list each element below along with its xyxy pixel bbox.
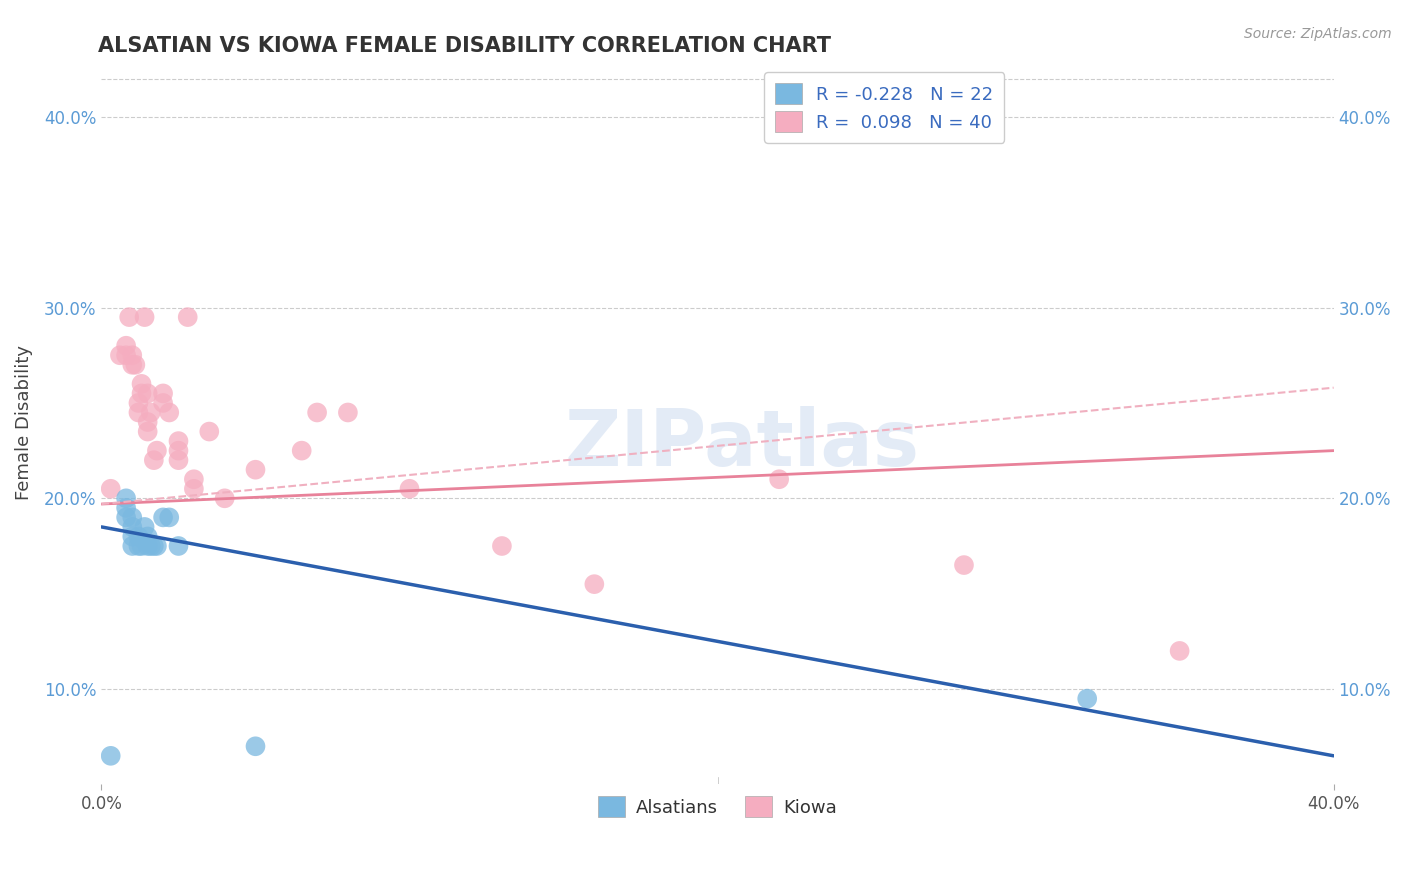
Point	[167, 453, 190, 467]
Point	[100, 748, 122, 763]
Text: Source: ZipAtlas.com: Source: ZipAtlas.com	[1244, 27, 1392, 41]
Point	[118, 310, 141, 324]
Point	[115, 500, 138, 515]
Point	[136, 386, 159, 401]
Point	[115, 348, 138, 362]
Point	[127, 396, 149, 410]
Point	[1076, 691, 1098, 706]
Point	[136, 539, 159, 553]
Legend: Alsatians, Kiowa: Alsatians, Kiowa	[589, 788, 846, 826]
Point	[291, 443, 314, 458]
Point	[121, 510, 143, 524]
Point	[139, 539, 162, 553]
Point	[768, 472, 790, 486]
Point	[115, 510, 138, 524]
Point	[127, 405, 149, 419]
Y-axis label: Female Disability: Female Disability	[15, 344, 32, 500]
Point	[183, 472, 205, 486]
Point	[167, 443, 190, 458]
Point	[131, 539, 153, 553]
Point	[157, 510, 180, 524]
Point	[583, 577, 606, 591]
Point	[121, 529, 143, 543]
Point	[142, 539, 165, 553]
Point	[127, 539, 149, 553]
Point	[152, 396, 174, 410]
Point	[307, 405, 329, 419]
Point	[100, 482, 122, 496]
Text: ZIPatlas: ZIPatlas	[565, 406, 920, 482]
Point	[152, 386, 174, 401]
Point	[214, 491, 236, 506]
Point	[136, 425, 159, 439]
Point	[142, 453, 165, 467]
Point	[491, 539, 513, 553]
Point	[127, 529, 149, 543]
Point	[121, 358, 143, 372]
Point	[398, 482, 420, 496]
Point	[121, 348, 143, 362]
Point	[131, 386, 153, 401]
Point	[108, 348, 131, 362]
Text: ALSATIAN VS KIOWA FEMALE DISABILITY CORRELATION CHART: ALSATIAN VS KIOWA FEMALE DISABILITY CORR…	[98, 36, 831, 55]
Point	[245, 463, 267, 477]
Point	[183, 482, 205, 496]
Point	[136, 415, 159, 429]
Point	[953, 558, 976, 572]
Point	[121, 520, 143, 534]
Point	[177, 310, 200, 324]
Point	[139, 405, 162, 419]
Point	[198, 425, 221, 439]
Point	[157, 405, 180, 419]
Point	[115, 491, 138, 506]
Point	[136, 529, 159, 543]
Point	[115, 339, 138, 353]
Point	[1168, 644, 1191, 658]
Point	[245, 739, 267, 754]
Point	[152, 510, 174, 524]
Point	[146, 539, 169, 553]
Point	[336, 405, 359, 419]
Point	[134, 310, 156, 324]
Point	[146, 443, 169, 458]
Point	[121, 539, 143, 553]
Point	[124, 358, 146, 372]
Point	[167, 539, 190, 553]
Point	[167, 434, 190, 448]
Point	[131, 376, 153, 391]
Point	[134, 520, 156, 534]
